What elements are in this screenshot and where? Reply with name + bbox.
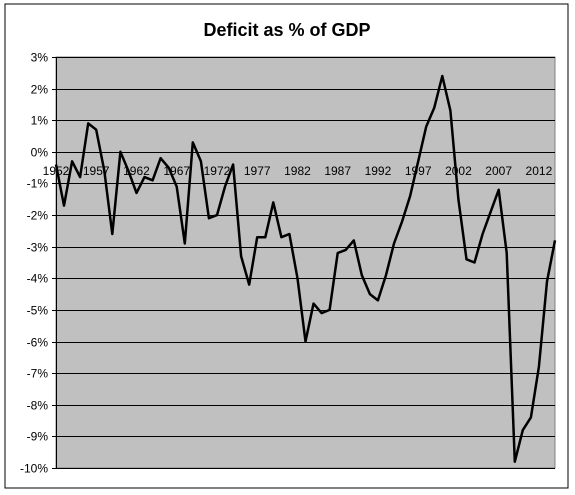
x-tick-label: 2007: [485, 164, 512, 178]
plot-background: [55, 56, 556, 469]
y-tick-label: 1%: [31, 114, 49, 128]
y-tick-label: -9%: [27, 430, 49, 444]
y-tick-label: -10%: [20, 462, 48, 476]
y-tick-label: -4%: [27, 272, 49, 286]
x-tick-label: 1982: [284, 164, 311, 178]
y-tick-label: -7%: [27, 367, 49, 381]
y-tick-label: 2%: [31, 83, 49, 97]
x-tick-label: 1967: [163, 164, 190, 178]
y-tick-label: -1%: [27, 177, 49, 191]
plot-area: 3% 2% 1% 0% -1% -2% -3% -4% -5% -6% -7% -8% -9% -10% 1…: [20, 51, 557, 476]
y-tick-label: -6%: [27, 336, 49, 350]
y-tick-label: -5%: [27, 304, 49, 318]
x-tick-label: 1997: [405, 164, 432, 178]
series-line: [54, 74, 557, 463]
x-tick-label: 1992: [365, 164, 392, 178]
y-tick-label: 3%: [31, 51, 49, 65]
x-tick-label: 1972: [204, 164, 231, 178]
y-tick-label: -8%: [27, 399, 49, 413]
x-tick-label: 1977: [244, 164, 271, 178]
chart-title: Deficit as % of GDP: [203, 20, 370, 40]
y-tick-label: 0%: [31, 146, 49, 160]
x-tick-label: 2002: [445, 164, 472, 178]
x-tick-label: 2012: [526, 164, 553, 178]
y-tick-label: -3%: [27, 241, 49, 255]
y-tick-label: -2%: [27, 209, 49, 223]
x-tick-label: 1987: [324, 164, 351, 178]
